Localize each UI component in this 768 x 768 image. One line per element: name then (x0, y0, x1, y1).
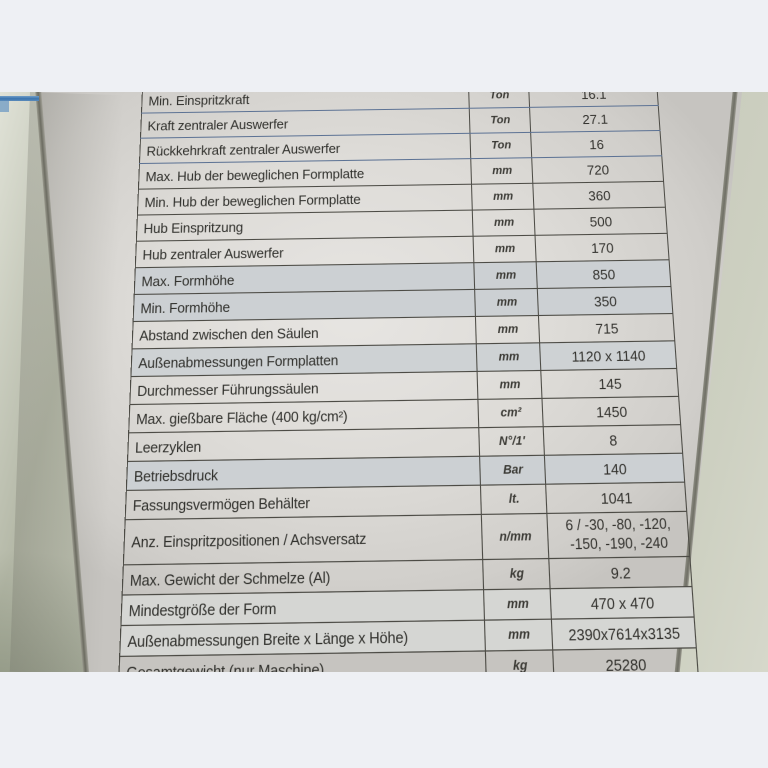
spec-unit-cell: kg (482, 558, 551, 590)
spec-table-body: Min. Einspritzkraft Ton 16.1 Kraft zentrale… (116, 92, 703, 672)
blue-marker-dot (0, 101, 9, 112)
spec-unit-cell: Ton (468, 92, 530, 109)
spec-value-cell: 350 (537, 286, 673, 316)
spec-value-cell: 170 (535, 233, 670, 262)
spec-unit-cell: N°/1' (478, 426, 545, 457)
spec-unit-cell: mm (471, 183, 534, 211)
spec-unit-cell: mm (470, 157, 533, 185)
spec-value-cell: 16 (530, 130, 662, 158)
spec-unit-cell: cm² (477, 398, 544, 428)
spec-unit-cell: mm (477, 370, 542, 400)
blue-marker-stripe (0, 96, 39, 101)
paper-sheet (36, 92, 742, 672)
spec-table: Min. Einspritzkraft Ton 16.1 Kraft zentrale… (115, 92, 703, 672)
spec-unit-cell: lt. (480, 484, 547, 515)
spec-unit-cell: mm (473, 235, 537, 263)
spec-value-cell: 1450 (541, 396, 681, 427)
spec-value-cell: 500 (533, 207, 668, 236)
paper-shadow (9, 92, 140, 672)
spec-value-cell: 715 (538, 313, 675, 343)
spec-unit-cell: Bar (479, 455, 546, 486)
spec-unit-cell: mm (483, 588, 552, 621)
spec-unit-cell: kg (485, 650, 555, 672)
spec-value-cell: 140 (544, 453, 685, 485)
spec-unit-cell: Ton (469, 107, 531, 134)
spec-unit-cell: mm (473, 261, 538, 290)
spec-value-cell: 6 / -30, -80, -120, -150, -190, -240 (546, 511, 690, 559)
spec-name-cell: Anz. Einspritzpositionen / Achsversatz (123, 514, 483, 566)
spec-value-cell: 720 (531, 155, 664, 184)
spec-value-cell: 1041 (545, 482, 687, 514)
spec-unit-cell: mm (474, 288, 539, 317)
spec-value-cell: 145 (540, 368, 679, 399)
spec-value-cell: 2390x7614x3135 (551, 617, 697, 651)
spec-value-cell: 8 (543, 424, 683, 456)
spec-value-cell: 25280 (552, 648, 699, 672)
spec-unit-cell: mm (484, 619, 553, 652)
spec-unit-cell: Ton (469, 132, 532, 159)
spec-value-cell: 27.1 (529, 105, 660, 133)
spec-value-cell: 360 (532, 181, 666, 210)
spec-unit-cell: n/mm (481, 513, 549, 560)
spec-unit-cell: mm (475, 315, 540, 344)
spec-sheet: Min. Einspritzkraft Ton 16.1 Kraft zentrale… (112, 92, 707, 672)
spec-value-cell: 470 x 470 (550, 586, 695, 620)
spec-unit-cell: mm (472, 209, 536, 237)
spec-value-cell: 1120 x 1140 (539, 340, 677, 371)
spec-value-cell: 850 (536, 259, 671, 289)
spec-value-cell: 9.2 (548, 556, 693, 589)
spec-unit-cell: mm (476, 342, 541, 372)
document-photo: Min. Einspritzkraft Ton 16.1 Kraft zentrale… (0, 92, 768, 672)
